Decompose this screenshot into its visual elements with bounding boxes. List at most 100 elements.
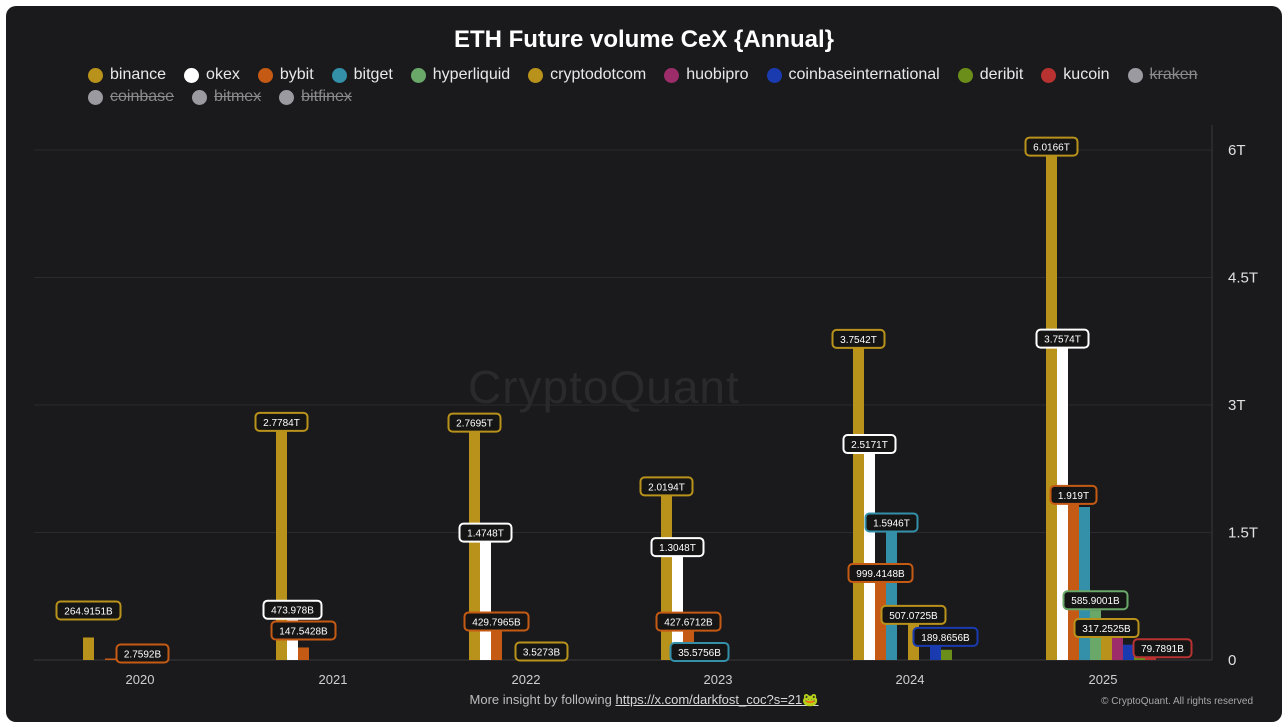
data-label-text: 429.7965B (472, 617, 521, 628)
data-label-text: 427.6712B (664, 618, 713, 629)
legend-item-kucoin[interactable]: kucoin (1041, 66, 1110, 84)
legend-label: okex (206, 66, 240, 83)
legend-item-coinbase[interactable]: coinbase (88, 88, 174, 106)
data-label: 1.919T (1049, 484, 1098, 505)
data-label: 2.0194T (639, 476, 694, 497)
bar-binance-2024 (853, 340, 864, 660)
legend-swatch (957, 67, 973, 83)
legend-swatch (410, 67, 426, 83)
copyright: © CryptoQuant. All rights reserved (1101, 696, 1253, 707)
legend-label: coinbaseinternational (788, 66, 940, 83)
legend-item-bitfinex[interactable]: bitfinex (279, 88, 352, 106)
data-label-text: 585.9001B (1071, 596, 1120, 607)
data-label-text: 3.7542T (840, 335, 877, 346)
legend-item-huobipro[interactable]: huobipro (664, 66, 749, 84)
legend-item-coinbaseinternational[interactable]: coinbaseinternational (766, 66, 940, 84)
y-tick-label: 6T (1228, 142, 1246, 159)
legend-item-okex[interactable]: okex (184, 66, 240, 84)
data-label-text: 189.8656B (921, 633, 970, 644)
data-label: 2.7784T (254, 411, 309, 432)
data-label: 1.5946T (864, 512, 919, 533)
data-label: 264.9151B (55, 600, 122, 621)
data-label: 79.7891B (1132, 638, 1193, 659)
legend-swatch (184, 67, 200, 83)
legend-label: bitget (353, 66, 393, 83)
data-label-text: 2.5171T (851, 440, 888, 451)
data-label-text: 3.5273B (523, 648, 561, 659)
bar-coinbaseinternational-2025 (1123, 644, 1134, 660)
data-label-text: 79.7891B (1141, 644, 1184, 655)
legend-item-binance[interactable]: binance (88, 66, 166, 84)
watermark: CryptoQuant (468, 361, 740, 413)
footer: More insight by following https://x.com/… (0, 692, 1288, 708)
bar-bybit-2023 (683, 623, 694, 660)
legend-item-hyperliquid[interactable]: hyperliquid (410, 66, 510, 84)
footer-link[interactable]: https://x.com/darkfost_coc?s=21🐸 (615, 692, 819, 707)
legend-swatch (766, 67, 782, 83)
bar-cryptodotcom-2025 (1101, 633, 1112, 660)
bar-okex-2024 (864, 446, 875, 660)
data-label: 147.5428B (270, 620, 337, 641)
legend-item-bitmex[interactable]: bitmex (192, 88, 261, 106)
data-label: 3.7542T (831, 328, 886, 349)
x-tick-label: 2025 (1089, 672, 1118, 687)
y-tick-label: 0 (1228, 652, 1236, 669)
legend-label: binance (110, 66, 167, 83)
data-label: 317.2525B (1073, 618, 1140, 639)
data-label: 3.5273B (514, 641, 569, 662)
legend-swatch (257, 67, 273, 83)
legend-swatch (279, 89, 295, 105)
data-label-text: 35.5756B (678, 648, 721, 659)
x-tick-label: 2023 (704, 672, 733, 687)
legend-label: cryptodotcom (550, 66, 647, 83)
data-label-text: 999.4148B (856, 569, 905, 580)
data-label: 189.8656B (912, 626, 979, 647)
legend-label: bybit (279, 66, 314, 83)
legend-label: bitmex (214, 88, 262, 105)
legend-swatch (88, 89, 103, 105)
data-label: 2.7592B (115, 643, 170, 664)
data-label-text: 1.4748T (467, 529, 504, 540)
legend-swatch (192, 89, 208, 105)
bar-binance-2021 (276, 423, 287, 660)
legend-item-deribit[interactable]: deribit (957, 66, 1024, 84)
legend-label: kraken (1149, 66, 1198, 83)
legend-item-bitget[interactable]: bitget (331, 66, 393, 84)
y-tick-label: 1.5T (1228, 525, 1258, 542)
data-label-text: 1.919T (1058, 491, 1089, 502)
legend-label: kucoin (1063, 66, 1110, 83)
legend-swatch (528, 67, 544, 83)
x-tick-label: 2022 (512, 672, 541, 687)
legend-swatch (1127, 67, 1143, 83)
bar-bitget-2024 (886, 524, 897, 660)
legend-label: huobipro (686, 66, 749, 83)
data-label-text: 507.0725B (889, 611, 938, 622)
bar-okex-2023 (672, 549, 683, 660)
data-label: 427.6712B (655, 611, 722, 632)
legend-item-kraken[interactable]: kraken (1127, 66, 1198, 84)
data-label-text: 1.5946T (873, 518, 910, 529)
legend-item-cryptodotcom[interactable]: cryptodotcom (528, 66, 646, 84)
data-label-text: 317.2525B (1082, 624, 1131, 635)
legend-swatch (88, 67, 103, 83)
data-label: 999.4148B (847, 563, 914, 584)
data-label-text: 147.5428B (279, 626, 328, 637)
data-label-text: 2.7784T (263, 418, 300, 429)
x-tick-label: 2024 (896, 672, 925, 687)
bar-bybit-2022 (491, 623, 502, 660)
legend-item-bybit[interactable]: bybit (257, 66, 314, 84)
bar-huobipro-2025 (1112, 634, 1123, 660)
chart-title: ETH Future volume CeX {Annual} (453, 26, 835, 53)
bar-bitget-2025 (1079, 507, 1090, 660)
data-label-text: 473.978B (271, 606, 314, 617)
data-label: 429.7965B (463, 611, 530, 632)
data-label-text: 1.3048T (659, 543, 696, 554)
data-label-text: 2.0194T (648, 482, 685, 493)
y-tick-label: 3T (1228, 397, 1246, 414)
legend-label: coinbase (110, 88, 175, 105)
x-tick-label: 2021 (319, 672, 348, 687)
bar-okex-2022 (480, 534, 491, 660)
legend-swatch (331, 67, 347, 83)
data-label-text: 2.7592B (124, 650, 162, 661)
legend-label: deribit (979, 66, 1024, 83)
